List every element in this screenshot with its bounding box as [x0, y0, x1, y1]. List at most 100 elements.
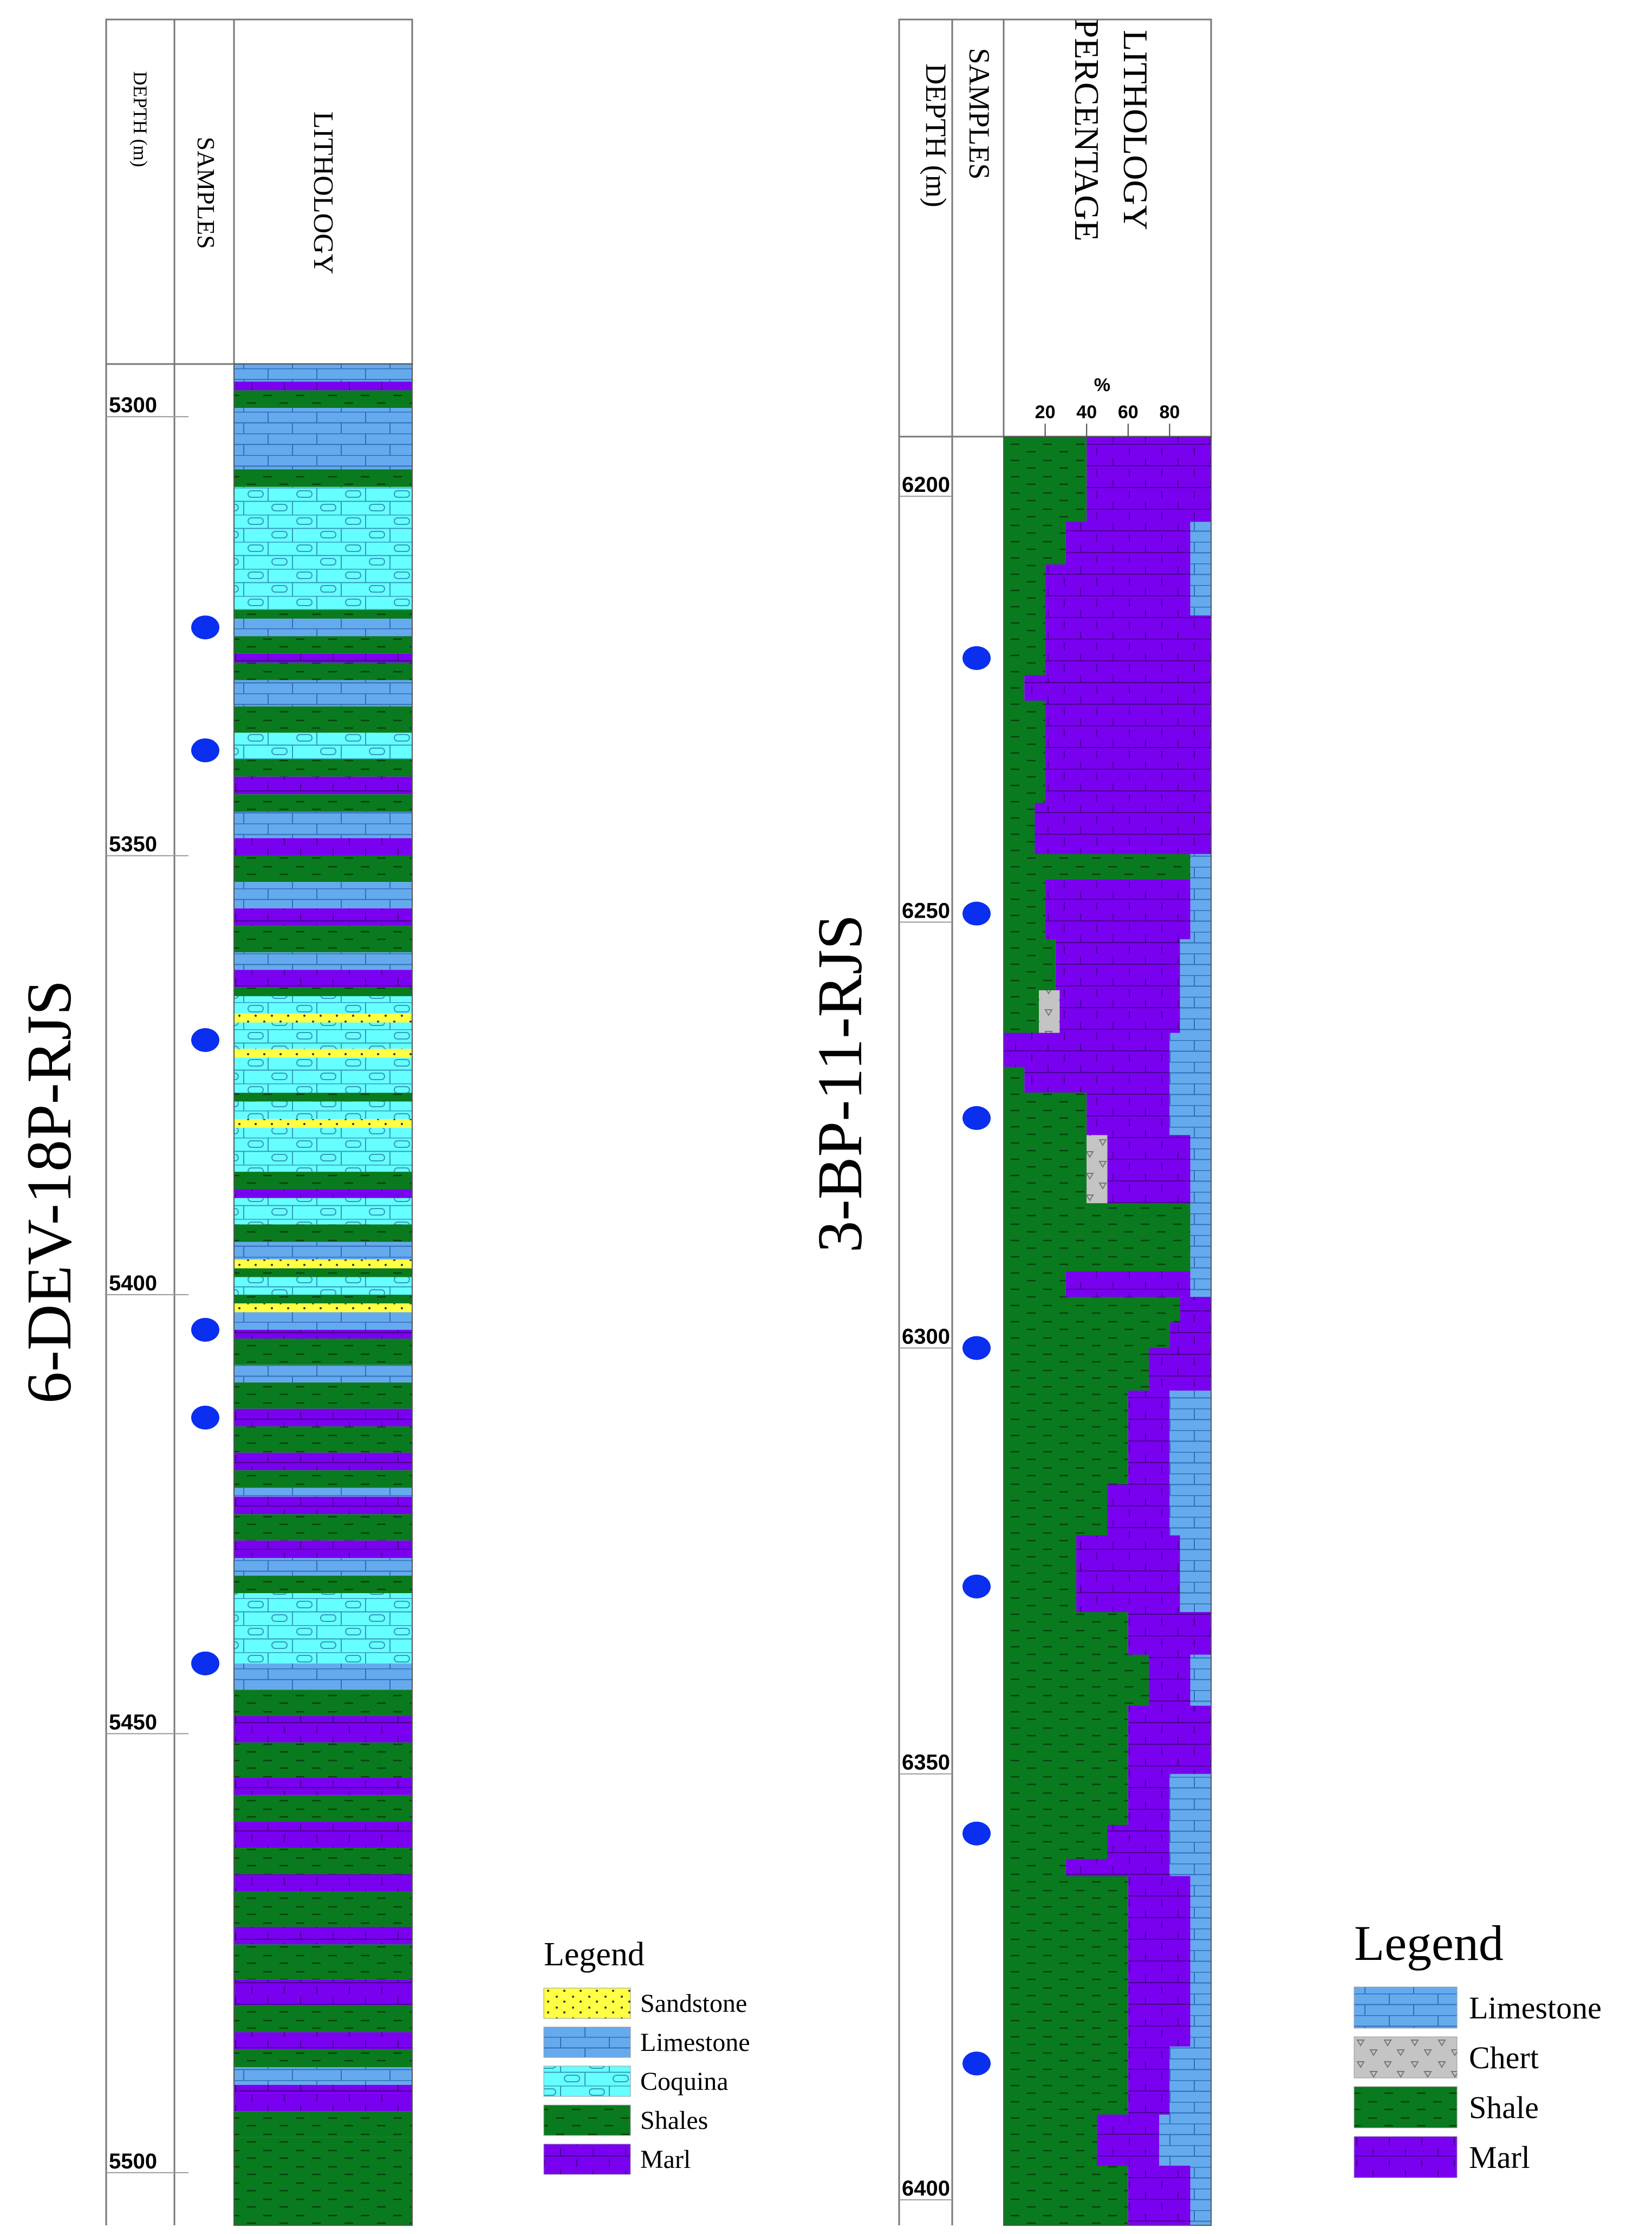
- well1-layer-shale: [234, 1426, 412, 1453]
- well1-layer-marl: [234, 776, 412, 795]
- well2-segment-limestone: [1190, 2165, 1211, 2226]
- well1-layer-limestone: [234, 680, 412, 707]
- well2-sample-dot: [962, 1336, 991, 1360]
- well1-layer-shale: [234, 1382, 412, 1409]
- well1-legend-label-marl: Marl: [640, 2145, 691, 2174]
- well1-layer-shale: [234, 794, 412, 812]
- well1-layer-limestone: [234, 1365, 412, 1383]
- well2-segment-shale: [1004, 803, 1035, 854]
- well1-layer-shale: [234, 1575, 412, 1594]
- well1-layer-shale: [234, 2049, 412, 2068]
- well2-segment-marl: [1180, 1297, 1211, 1323]
- well2-legend-swatch-chert: [1354, 2036, 1458, 2079]
- well2-segment-shale: [1004, 1391, 1128, 1485]
- well1-layer-marl: [234, 2032, 412, 2050]
- well1-layer-shale: [234, 706, 412, 733]
- well1-layer-coquina: [234, 1277, 412, 1295]
- well2-segment-limestone: [1169, 1092, 1211, 1135]
- well1-tick-label: 5350: [109, 833, 157, 856]
- well2-segment-marl: [1065, 522, 1191, 565]
- well1-tick-label: 5500: [109, 2149, 157, 2173]
- well1-layer-shale: [234, 636, 412, 654]
- well1-name: 6-DEV-18P-RJS: [14, 980, 84, 1404]
- well2-segment-limestone: [1190, 1654, 1211, 1706]
- well2-segment-limestone: [1190, 564, 1211, 616]
- well1-sample-dot: [191, 1405, 219, 1430]
- well2-sample-dot: [962, 901, 991, 926]
- well1-layer-limestone: [234, 811, 412, 839]
- well2-segment-shale: [1004, 1876, 1128, 1970]
- well1-layer-coquina: [234, 1022, 412, 1049]
- well1-layer-sandstone: [234, 1303, 412, 1313]
- well1-sample-dot: [191, 615, 219, 640]
- well2-segment-marl: [1128, 1876, 1191, 1970]
- well2-segment-limestone: [1190, 879, 1211, 940]
- well2-segment-shale: [1004, 879, 1045, 940]
- well2-segment-marl: [1107, 1135, 1191, 1204]
- well1-samples-header: SAMPLES: [192, 137, 220, 249]
- well1-lithology-frame: [233, 363, 413, 2226]
- well1-layer-marl: [234, 970, 412, 988]
- well2-segment-marl: [1045, 615, 1211, 676]
- well2-segment-shale: [1004, 1348, 1149, 1391]
- well1-lithology-column: [234, 364, 412, 2225]
- well2-segment-shale: [1004, 564, 1045, 616]
- well2-segment-shale: [1004, 615, 1045, 676]
- well2-sample-dot: [962, 1106, 991, 1130]
- well2-legend-swatch-shale: [1354, 2086, 1458, 2128]
- well2-sample-dot: [962, 646, 991, 670]
- well2-segment-limestone: [1169, 1774, 1211, 1826]
- well1-legend-swatch-limestone: [543, 2027, 631, 2058]
- well1-layer-marl: [234, 908, 412, 926]
- well2-percentage-axis: % 20 40 60 80: [1035, 375, 1180, 437]
- well1-layer-marl: [234, 1496, 412, 1515]
- well2-legend-label-shale: Shale: [1469, 2090, 1539, 2125]
- well1-legend: Legend Sandstone Limestone Coquina Shales Ma…: [543, 1936, 750, 2175]
- well1-layer-limestone: [234, 882, 412, 908]
- well2-legend-label-limestone: Limestone: [1469, 1990, 1602, 2025]
- well2-segment-marl: [1004, 1032, 1170, 1068]
- well2-segment-limestone: [1169, 1032, 1211, 1068]
- well1-layer-marl: [234, 1540, 412, 1558]
- well1-layer-shale: [234, 609, 412, 619]
- well2-lithology-percentage-column: [1004, 437, 1211, 2226]
- well1-layer-coquina: [234, 1101, 412, 1119]
- well1-layer-shale: [234, 1892, 412, 1927]
- well2-segment-limestone: [1190, 854, 1211, 880]
- well1-layer-shale: [234, 926, 412, 952]
- well1-log: DEPTH (m) SAMPLES LITHOLOGY 5300 5350 5400…: [14, 18, 413, 2226]
- well1-legend-swatch-coquina: [543, 2066, 631, 2097]
- well2-segment-shale: [1004, 2165, 1128, 2226]
- well2-pct-tick-label: 80: [1159, 402, 1180, 423]
- well1-layer-marl: [234, 1189, 412, 1198]
- well2-lithology-header-line1: LITHOLOGY: [1116, 30, 1155, 230]
- well2-segment-shale: [1004, 1824, 1108, 1860]
- well2-segment-shale: [1004, 1859, 1066, 1876]
- well2-header-box: [898, 18, 1212, 438]
- well1-layer-limestone: [234, 425, 412, 470]
- well2-segment-marl: [1107, 1484, 1170, 1536]
- well1-layer-shale: [234, 1172, 412, 1190]
- well1-layer-shale: [234, 2111, 412, 2138]
- well2-tick-label: 6300: [902, 1324, 950, 1348]
- well2-segment-limestone: [1190, 1203, 1211, 1272]
- well1-layer-sandstone: [234, 1259, 412, 1269]
- well2-segment-shale: [1004, 1774, 1128, 1826]
- well1-sample-dot: [191, 738, 219, 763]
- well1-layer-shale: [234, 1944, 412, 1980]
- well2-segment-chert: [1039, 990, 1060, 1034]
- well1-depth-ticks: 5300 5350 5400 5450 5500: [106, 393, 188, 2173]
- well1-legend-label-coquina: Coquina: [640, 2067, 729, 2096]
- well2-segment-limestone: [1180, 990, 1211, 1034]
- well1-layer-shale: [234, 1295, 412, 1304]
- well1-legend-swatch-shale: [543, 2105, 631, 2136]
- well1-layer-shale: [234, 1795, 412, 1822]
- well1-layer-marl: [234, 1874, 412, 1892]
- well2-log: DEPTH (m) SAMPLES LITHOLOGY PERCENTAGE %…: [804, 18, 1212, 2226]
- well1-layer-marl: [234, 1777, 412, 1795]
- well1-layer-marl: [234, 1821, 412, 1848]
- well1-layer-shale: [234, 1848, 412, 1874]
- well1-layer-marl: [234, 1408, 412, 1427]
- well1-sample-dot: [191, 1317, 219, 1342]
